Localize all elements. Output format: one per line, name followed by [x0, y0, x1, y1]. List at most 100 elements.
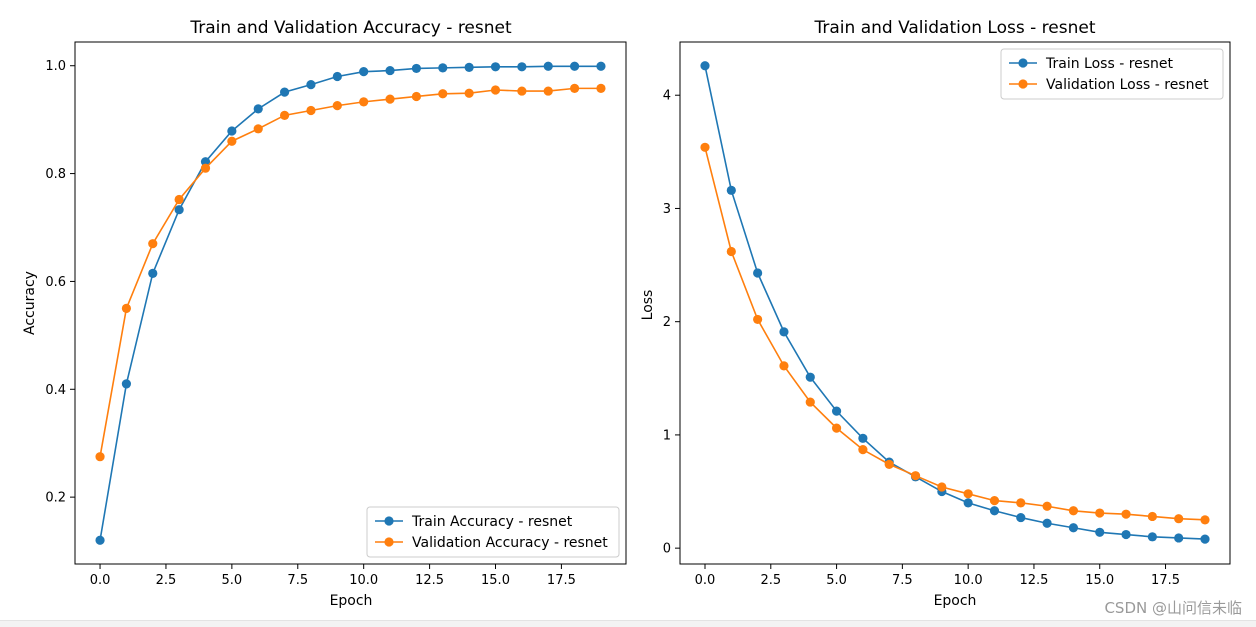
accuracy-chart-frame [74, 41, 627, 565]
accuracy-chart-title: Train and Validation Accuracy - resnet [189, 18, 512, 38]
loss-series-point [1042, 501, 1052, 511]
accuracy-series-point [306, 105, 316, 116]
loss-series-point [700, 142, 710, 152]
loss-legend-marker [1018, 58, 1028, 68]
loss-series-point [753, 268, 763, 278]
loss-legend-marker [1018, 79, 1028, 89]
loss-chart-title: Train and Validation Loss - resnet [814, 18, 1096, 38]
loss-series-point [1121, 529, 1131, 540]
accuracy-series-point [490, 85, 501, 95]
loss-series-point [858, 445, 868, 455]
loss-series-point [779, 361, 789, 371]
accuracy-series-point [200, 163, 211, 173]
accuracy-ytick-label: 1.0 [45, 59, 66, 74]
loss-chart-ticks: 0.0 2.5 5.0 7.5 10.0 12.5 15.0 17.5 0 1 2 3 4 [663, 89, 1180, 588]
accuracy-xtick-label: 7.5 [287, 573, 308, 588]
accuracy-chart-series [95, 61, 606, 545]
loss-series-point [1174, 533, 1184, 543]
loss-chart-legend: Train Loss - resnet Validation Loss - res… [1000, 48, 1224, 100]
accuracy-xtick-label: 17.5 [547, 573, 576, 588]
accuracy-series-point [517, 62, 527, 72]
accuracy-series-point [332, 71, 342, 82]
accuracy-series-point [569, 83, 580, 93]
loss-series-point [1147, 511, 1157, 522]
loss-ytick-label: 0 [663, 542, 671, 557]
accuracy-series-point [200, 157, 211, 167]
accuracy-series-point [148, 239, 158, 249]
accuracy-series-point [359, 67, 369, 77]
loss-ytick-label: 1 [663, 428, 671, 443]
loss-xtick-label: 17.5 [1151, 573, 1180, 588]
loss-ytick-label: 3 [663, 202, 671, 217]
loss-legend-label: Validation Loss - resnet [1046, 77, 1209, 93]
accuracy-series-point [174, 205, 184, 215]
loss-series-point [1200, 534, 1210, 544]
loss-legend-box [1000, 48, 1224, 100]
loss-series-point [963, 498, 973, 508]
loss-series-point [805, 397, 815, 407]
accuracy-series-point [359, 97, 369, 107]
accuracy-xtick-label: 0.0 [90, 573, 111, 588]
loss-series-point [858, 433, 868, 443]
accuracy-series-point [95, 535, 105, 545]
loss-xtick-label: 5.0 [826, 573, 847, 588]
accuracy-chart-legend: Train Accuracy - resnet Validation Accura… [366, 506, 620, 558]
loss-series-point [989, 506, 1000, 516]
loss-series-point [989, 495, 1000, 506]
loss-series-point [805, 372, 815, 382]
accuracy-series-point [385, 65, 395, 76]
accuracy-series-point [543, 86, 553, 96]
accuracy-series-point [227, 136, 237, 146]
accuracy-xtick-label: 12.5 [415, 573, 444, 588]
accuracy-series-point [411, 63, 422, 74]
accuracy-series-point [596, 61, 606, 71]
loss-series-point [1042, 518, 1052, 528]
loss-xtick-label: 2.5 [760, 573, 781, 588]
accuracy-series-point [279, 87, 290, 97]
loss-series-point [831, 423, 842, 433]
accuracy-series-point [596, 83, 606, 93]
loss-chart-xlabel: Epoch [934, 593, 977, 609]
loss-series-point [779, 327, 789, 337]
accuracy-xtick-label: 2.5 [156, 573, 177, 588]
accuracy-chart-xlabel: Epoch [330, 593, 373, 609]
accuracy-chart-ylabel: Accuracy [22, 271, 38, 335]
accuracy-series-point [543, 61, 553, 71]
accuracy-series-point [438, 63, 448, 73]
accuracy-chart-ticks: 0.0 2.5 5.0 7.5 10.0 12.5 15.0 17.5 0.2 0.4 0.6 0.8… [45, 59, 576, 588]
loss-chart-ylabel: Loss [640, 290, 656, 321]
watermark-text: CSDN @山问信未临 [1104, 599, 1242, 617]
accuracy-ytick-label: 0.8 [45, 167, 66, 182]
accuracy-xtick-label: 15.0 [481, 573, 510, 588]
accuracy-legend-label: Validation Accuracy - resnet [412, 535, 608, 551]
loss-series-point [884, 459, 894, 469]
accuracy-legend-marker [384, 516, 394, 526]
accuracy-series-point [411, 91, 422, 102]
loss-series-point [1200, 515, 1210, 525]
page-bottom-strip [0, 620, 1256, 627]
accuracy-series-point [279, 110, 290, 120]
accuracy-series-point [148, 268, 158, 278]
loss-legend-label: Train Loss - resnet [1045, 56, 1174, 72]
accuracy-series-point [464, 62, 474, 72]
loss-series-point [1147, 532, 1157, 542]
loss-series-point [1095, 527, 1105, 537]
accuracy-legend-label: Train Accuracy - resnet [411, 514, 573, 530]
accuracy-legend-box [366, 506, 620, 558]
loss-series-point [1016, 512, 1026, 523]
accuracy-series-point [490, 62, 501, 72]
loss-xtick-label: 7.5 [892, 573, 913, 588]
loss-series-point [1095, 508, 1105, 518]
loss-series-point [937, 482, 947, 492]
loss-series-point [963, 489, 973, 499]
accuracy-series-line-1 [99, 87, 601, 457]
loss-series-point [1068, 506, 1079, 516]
accuracy-series-point [464, 88, 474, 98]
accuracy-series-point [438, 89, 448, 99]
loss-series-point [910, 471, 921, 481]
accuracy-chart: Train and Validation Accuracy - resnet E… [22, 18, 627, 609]
accuracy-xtick-label: 5.0 [222, 573, 243, 588]
loss-xtick-label: 15.0 [1085, 573, 1114, 588]
accuracy-series-point [121, 303, 132, 313]
